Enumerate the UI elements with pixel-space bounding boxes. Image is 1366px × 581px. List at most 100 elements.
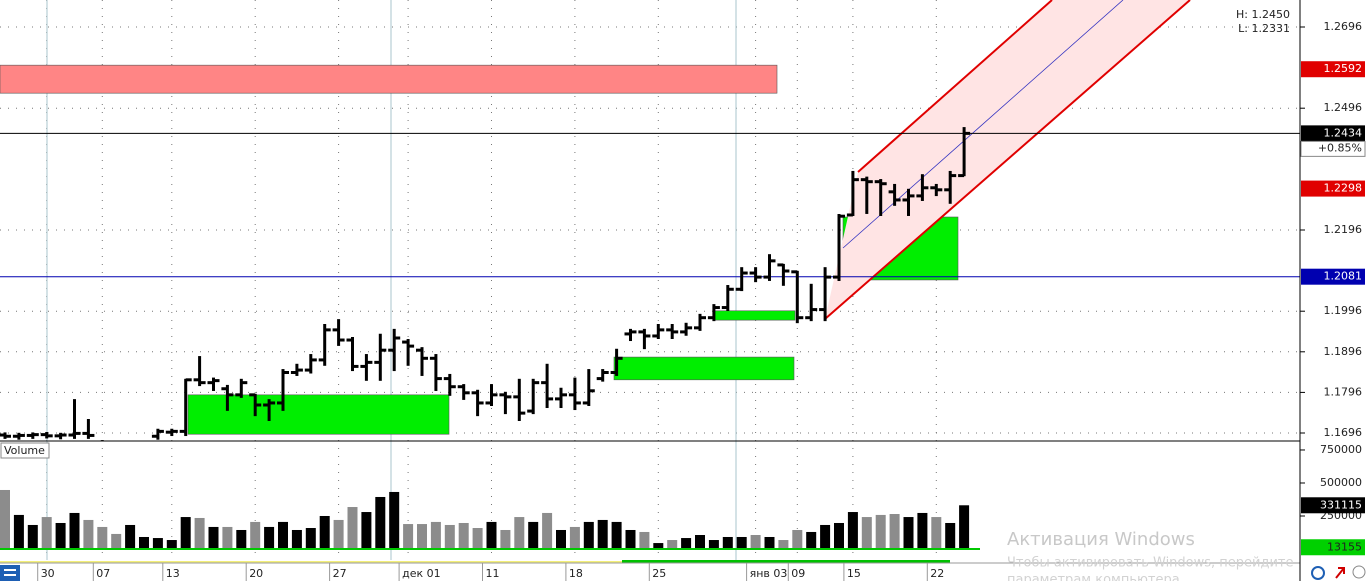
indicator-box (1301, 539, 1365, 556)
volume-bar (583, 521, 594, 549)
volume-bar (236, 529, 247, 549)
y-tick-label: 1.1896 (1324, 345, 1363, 358)
menu-icon[interactable] (0, 565, 20, 581)
x-tick-label: 15 (847, 567, 861, 580)
volume-bar (514, 517, 525, 549)
y-tick-label: 1.2696 (1324, 20, 1363, 33)
y-tick-label: 1.1696 (1324, 426, 1363, 439)
timeline-strip (0, 561, 622, 563)
volume-bar (667, 540, 678, 549)
volume-bar (681, 538, 692, 549)
volume-bar (166, 540, 177, 549)
volume-bar (903, 517, 914, 549)
volume-bar (500, 529, 511, 549)
volume-bar (695, 535, 705, 549)
x-tick-label: 20 (249, 567, 263, 580)
levels: 1.2592 1.2434 +0.85% 1.2298 1.2081 (0, 61, 1366, 285)
volume-bars (0, 489, 970, 549)
y-tick-label: 1.1996 (1324, 304, 1363, 317)
level-label: 1.2081 (1324, 270, 1363, 283)
volume-bar (444, 524, 455, 549)
volume-baseline (0, 548, 980, 550)
y-tick-label: 500000 (1320, 476, 1362, 489)
volume-bar (889, 514, 900, 549)
zone (187, 394, 450, 435)
volume-bar (653, 543, 664, 549)
volume-bar (430, 521, 441, 549)
volume-bar (861, 517, 872, 549)
x-tick-label: 30 (41, 567, 55, 580)
channel-upper (857, 0, 1053, 173)
volume-bar (13, 514, 24, 549)
volume-bar (347, 507, 358, 549)
watermark-line: параметрам компьютера (1007, 573, 1180, 581)
volume-bar (111, 533, 122, 549)
volume-bar (750, 535, 761, 549)
change-box (1300, 140, 1366, 157)
volume-bar (472, 528, 483, 549)
volume-bar (194, 517, 205, 549)
volume-bar (0, 489, 10, 549)
volume-bar (361, 512, 372, 549)
volume-bar (458, 522, 469, 549)
channel-middle (842, 0, 1124, 249)
price-bars (0, 127, 971, 441)
x-tick-label: янв 03 (750, 567, 788, 580)
volume-bar (528, 521, 539, 549)
level-label-box (1301, 125, 1365, 142)
volume-bar (847, 512, 858, 549)
volume-bar (333, 519, 344, 549)
zone (613, 356, 795, 381)
volume-bar (264, 526, 275, 549)
volume-bar (305, 528, 316, 549)
volume-bar (389, 491, 400, 549)
volume-bar (208, 526, 219, 549)
volume-bar (542, 512, 553, 549)
x-tick-label: 18 (569, 567, 583, 580)
volume-bar (806, 531, 817, 549)
arrow-icon[interactable] (1335, 567, 1345, 579)
watermark-line: Чтобы активировать Windows, перейдите (1007, 556, 1294, 571)
volume-bar (611, 521, 622, 549)
high-label: H: 1.2450 (1236, 8, 1290, 21)
volume-bar (486, 521, 497, 549)
volume-bar (945, 522, 956, 549)
volume-bar (250, 521, 261, 549)
volume-bar (708, 540, 719, 549)
volume-bar (291, 529, 302, 549)
regression-channel (824, 0, 1191, 320)
x-tick-label: 13 (166, 567, 180, 580)
level-label-box (1301, 268, 1365, 285)
volume-bar (417, 524, 427, 549)
volume-bar (375, 496, 386, 549)
watermark-title: Активация Windows (1007, 529, 1195, 550)
volume-bar (792, 529, 803, 549)
volume-bar (639, 531, 650, 549)
volume-title: Volume (4, 444, 45, 457)
volume-bar (959, 505, 970, 549)
volume-label-box (0, 442, 50, 459)
volume-bar (736, 536, 747, 549)
help-icon[interactable] (1352, 565, 1366, 579)
volume-bar (722, 536, 733, 549)
zone (0, 64, 778, 94)
zone (713, 310, 796, 321)
y-tick-label: 750000 (1320, 443, 1362, 456)
y-tick-label: 1.2496 (1324, 101, 1363, 114)
level-label-box (1301, 61, 1365, 78)
level-label: 1.2298 (1324, 182, 1363, 195)
volume-bar (97, 526, 108, 549)
volume-bar (278, 521, 288, 549)
volume-bar (820, 524, 831, 549)
volume-bar (180, 517, 191, 549)
x-tick-label: дек 01 (402, 567, 441, 580)
volume-bar (875, 514, 886, 549)
y-tick-label: 1.1796 (1324, 385, 1363, 398)
axes: 1.1696 1.1796 1.1896 1.1996 1.2196 1.2496 1.26… (37, 20, 1365, 581)
link-icon[interactable] (1311, 566, 1325, 580)
volume-bar (319, 515, 330, 549)
volume-bar (917, 512, 928, 549)
volume-bar (778, 540, 789, 549)
menu-icon-line (4, 574, 16, 576)
